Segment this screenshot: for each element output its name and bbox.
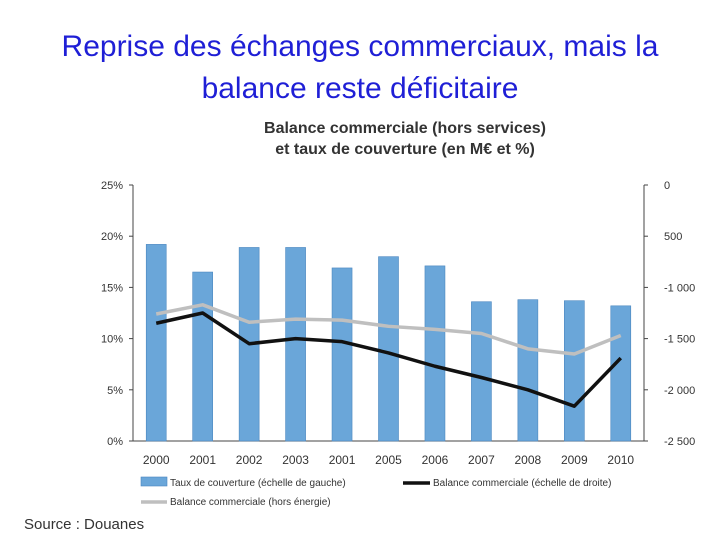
x-tick-label: 2000 (143, 453, 170, 467)
right-tick-label: -2 500 (664, 436, 695, 448)
bar (610, 305, 632, 442)
line-balance-commerciale (155, 311, 623, 408)
x-tick-label: 2005 (375, 453, 402, 467)
bar (331, 267, 353, 442)
legend: Taux de couverture (échelle de gauche) Ba… (140, 476, 611, 508)
right-tick-label: -1 500 (664, 334, 695, 346)
bar (145, 244, 167, 442)
slide-title-line-1: Reprise des échanges commerciaux, mais l… (61, 30, 659, 63)
bar (424, 265, 446, 442)
bar (471, 301, 492, 442)
x-tick-label: 2001 (189, 453, 216, 467)
left-tick-label: 5% (107, 385, 123, 397)
x-tick-label: 2007 (468, 453, 495, 467)
x-tick-label: 2001 (329, 453, 356, 467)
x-tick-label: 2009 (561, 453, 588, 467)
chart-title-line-2: et taux de couverture (en M€ et %) (275, 141, 535, 158)
left-tick-label: 20% (101, 231, 123, 243)
slide-title-line-2: balance reste déficitaire (201, 72, 519, 105)
legend-label-hors-energie: Balance commerciale (hors énergie) (170, 497, 331, 508)
chart-title: Balance commerciale (hors services) et t… (225, 118, 585, 160)
bar (378, 256, 399, 442)
x-tick-label: 2003 (282, 453, 309, 467)
right-tick-label: 500 (664, 231, 682, 243)
legend-label-balance: Balance commerciale (échelle de droite) (433, 478, 611, 489)
source-note: Source : Douanes (24, 516, 145, 533)
line-series (155, 303, 623, 408)
left-tick-label: 10% (101, 334, 123, 346)
chart-title-line-1: Balance commerciale (hors services) (264, 120, 546, 137)
bar (192, 271, 213, 442)
right-tick-label: -1 000 (664, 282, 695, 294)
axes: 0% 5% 10% 15% 20% 25% 0 500 -1 000 -1 500 -2 000 -2… (101, 180, 695, 467)
legend-swatch-bar (140, 476, 168, 487)
bar-series (145, 244, 632, 442)
x-tick-label: 2008 (515, 453, 542, 467)
legend-label-bar: Taux de couverture (échelle de gauche) (170, 478, 346, 489)
left-tick-label: 15% (101, 282, 123, 294)
x-tick-label: 2002 (236, 453, 263, 467)
left-tick-label: 25% (101, 180, 123, 192)
right-tick-label: 0 (664, 180, 670, 192)
bar (285, 247, 306, 442)
x-tick-label: 2006 (422, 453, 449, 467)
x-tick-label: 2010 (607, 453, 634, 467)
line-balance-hors-energie (155, 303, 622, 356)
bar (517, 299, 539, 442)
bar (564, 300, 585, 442)
left-tick-label: 0% (107, 436, 123, 448)
slide-title: Reprise des échanges commerciaux, mais l… (20, 26, 700, 110)
right-tick-label: -2 000 (664, 385, 695, 397)
